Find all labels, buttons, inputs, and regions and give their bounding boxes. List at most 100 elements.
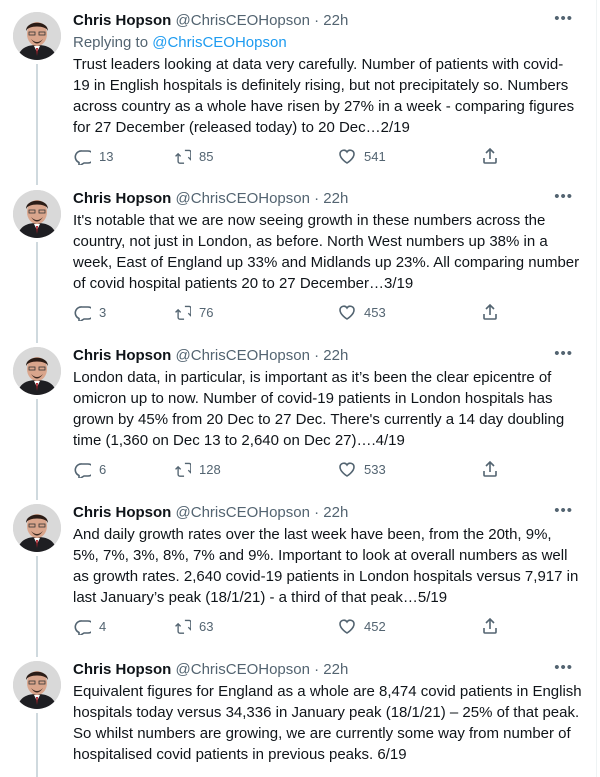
separator-dot: ·: [314, 12, 320, 29]
tweet-text: It's notable that we are now seeing grow…: [73, 210, 583, 294]
tweet-text-line: last January’s peak (18/1/21) - a third …: [73, 589, 448, 606]
tweet-text-line: Equivalent figures for England as a whol…: [73, 683, 582, 700]
reply-count: 4: [99, 618, 107, 634]
author-name[interactable]: Chris Hopson: [73, 12, 172, 29]
more-options-icon[interactable]: •••: [554, 10, 573, 27]
tweet-actions: 3 76 453: [73, 303, 583, 325]
author-name[interactable]: Chris Hopson: [73, 504, 172, 521]
tweet-header: Chris Hopson @ChrisCEOHopson · 22h: [73, 345, 583, 367]
replying-to-link[interactable]: @ChrisCEOHopson: [152, 34, 287, 51]
timestamp[interactable]: 22h: [323, 347, 349, 364]
share-icon: [483, 617, 497, 634]
like-count: 533: [364, 461, 386, 477]
separator-dot: ·: [314, 190, 320, 207]
reply-icon: [74, 306, 91, 321]
reply-button[interactable]: 13: [73, 147, 113, 165]
thread-line: [36, 64, 38, 185]
reply-icon: [74, 150, 91, 165]
tweet-text: Trust leaders looking at data very caref…: [73, 54, 583, 138]
more-options-icon[interactable]: •••: [554, 188, 573, 205]
share-button[interactable]: [481, 303, 499, 321]
tweet-text-line: hospitalised covid patients in previous …: [73, 746, 407, 763]
timestamp[interactable]: 22h: [323, 12, 349, 29]
share-button[interactable]: [481, 617, 499, 635]
column-border: [596, 0, 597, 777]
reply-count: 13: [99, 148, 114, 164]
like-button[interactable]: 453: [338, 303, 386, 321]
more-options-icon[interactable]: •••: [554, 345, 573, 362]
avatar[interactable]: [13, 190, 61, 238]
tweet-header: Chris Hopson @ChrisCEOHopson · 22h: [73, 10, 583, 32]
share-icon: [483, 147, 497, 164]
like-button[interactable]: 541: [338, 147, 386, 165]
tweet-text-line: time (1,360 on Dec 13 to 2,640 on Dec 27…: [73, 432, 405, 449]
tweet-text-line: hospitals today versus 34,336 in January…: [73, 704, 580, 721]
author-name[interactable]: Chris Hopson: [73, 661, 172, 678]
tweet-text-line: week, East of England up 33% and Midland…: [73, 254, 580, 271]
tweet-text-line: Trust leaders looking at data very caref…: [73, 56, 564, 73]
author-handle[interactable]: @ChrisCEOHopson: [175, 504, 310, 521]
retweet-icon: [175, 305, 191, 320]
reply-count: 3: [99, 304, 107, 320]
retweet-icon: [175, 619, 191, 634]
timestamp[interactable]: 22h: [323, 661, 349, 678]
avatar[interactable]: [13, 661, 61, 709]
like-count: 452: [364, 618, 386, 634]
tweet-text-line: 19 in English hospitals is definitely ri…: [73, 77, 569, 94]
tweet-text-line: And daily growth rates over the last wee…: [73, 526, 552, 543]
like-count: 541: [364, 148, 386, 164]
retweet-button[interactable]: 63: [173, 617, 213, 635]
retweet-icon: [175, 462, 191, 477]
reply-icon: [74, 620, 91, 635]
more-options-icon[interactable]: •••: [554, 659, 573, 676]
reply-count: 6: [99, 461, 107, 477]
tweet-text-line: for 27 December (released today) to 20 D…: [73, 119, 410, 136]
like-icon: [339, 305, 355, 320]
avatar[interactable]: [13, 504, 61, 552]
author-handle[interactable]: @ChrisCEOHopson: [175, 347, 310, 364]
share-button[interactable]: [481, 147, 499, 165]
tweet-text-line: as growth rates. 2,640 covid-19 patients…: [73, 568, 579, 585]
like-button[interactable]: 533: [338, 460, 386, 478]
reply-icon: [74, 463, 91, 478]
author-handle[interactable]: @ChrisCEOHopson: [175, 661, 310, 678]
share-button[interactable]: [481, 460, 499, 478]
avatar[interactable]: [13, 347, 61, 395]
separator-dot: ·: [314, 504, 320, 521]
retweet-button[interactable]: 128: [173, 460, 221, 478]
like-icon: [339, 462, 355, 477]
author-handle[interactable]: @ChrisCEOHopson: [175, 12, 310, 29]
separator-dot: ·: [314, 661, 320, 678]
retweet-button[interactable]: 76: [173, 303, 213, 321]
retweet-count: 76: [199, 304, 214, 320]
retweet-count: 128: [199, 461, 221, 477]
separator-dot: ·: [314, 347, 320, 364]
author-name[interactable]: Chris Hopson: [73, 347, 172, 364]
tweet-actions: 4 63 452: [73, 617, 583, 639]
tweet-text: And daily growth rates over the last wee…: [73, 524, 583, 608]
timestamp[interactable]: 22h: [323, 190, 349, 207]
tweet-text-line: grown by 45% from 20 Dec to 27 Dec. Ther…: [73, 411, 565, 428]
reply-button[interactable]: 6: [73, 460, 106, 478]
retweet-count: 63: [199, 618, 214, 634]
like-icon: [339, 619, 355, 634]
tweet-text-line: omicron up to now. Number of covid-19 pa…: [73, 390, 553, 407]
reply-button[interactable]: 4: [73, 617, 106, 635]
timestamp[interactable]: 22h: [323, 504, 349, 521]
like-icon: [339, 149, 355, 164]
retweet-button[interactable]: 85: [173, 147, 213, 165]
tweet-text-line: of covid hospital patients 20 to 27 Dece…: [73, 275, 414, 292]
author-handle[interactable]: @ChrisCEOHopson: [175, 190, 310, 207]
retweet-count: 85: [199, 148, 214, 164]
replying-to: Replying to @ChrisCEOHopson: [73, 32, 583, 54]
avatar[interactable]: [13, 12, 61, 60]
like-button[interactable]: 452: [338, 617, 386, 635]
author-name[interactable]: Chris Hopson: [73, 190, 172, 207]
thread-line: [36, 242, 38, 343]
more-options-icon[interactable]: •••: [554, 502, 573, 519]
reply-button[interactable]: 3: [73, 303, 106, 321]
tweet-text: Equivalent figures for England as a whol…: [73, 681, 583, 765]
tweet-text-line: across country as a whole have risen by …: [73, 98, 575, 115]
tweet-actions: 13 85 541: [73, 147, 583, 169]
